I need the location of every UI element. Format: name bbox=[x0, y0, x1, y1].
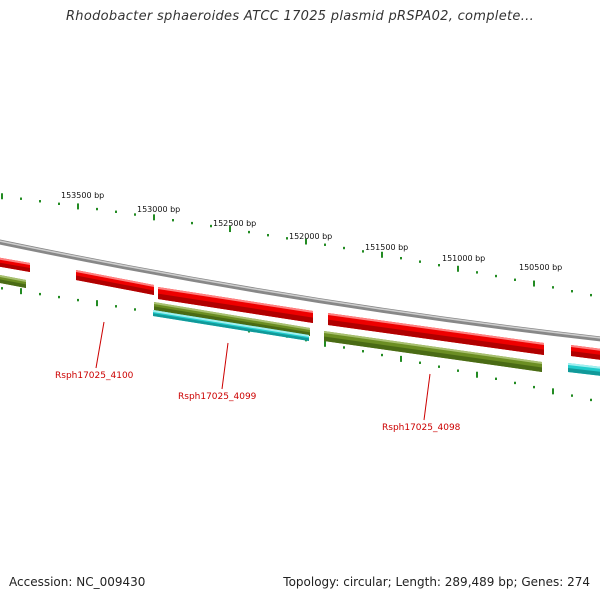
gene-label[interactable]: Rsph17025_4100 bbox=[55, 371, 134, 381]
gene-forward[interactable] bbox=[76, 270, 154, 295]
backbone-arc bbox=[0, 239, 600, 342]
scale-tick-label: 152000 bp bbox=[289, 232, 332, 241]
scale-tick-label: 151000 bp bbox=[442, 254, 485, 263]
gene-rna[interactable] bbox=[568, 363, 600, 377]
gene-forward[interactable] bbox=[158, 287, 313, 323]
accession-label: Accession: NC_009430 bbox=[9, 575, 146, 589]
gene-forward[interactable] bbox=[0, 256, 30, 272]
gene-callout-line bbox=[95, 321, 105, 369]
scale-tick-label: 150500 bp bbox=[519, 263, 562, 272]
gene-forward[interactable] bbox=[328, 313, 544, 355]
gene-forward[interactable] bbox=[571, 345, 600, 361]
gene-track bbox=[0, 256, 600, 377]
scale-tick-label: 151500 bp bbox=[365, 243, 408, 252]
gene-reverse[interactable] bbox=[324, 331, 542, 372]
gene-label[interactable]: Rsph17025_4098 bbox=[382, 423, 461, 433]
gene-callout-line bbox=[423, 373, 431, 421]
topology-info: Topology: circular; Length: 289,489 bp; … bbox=[283, 575, 590, 589]
scale-tick-label: 152500 bp bbox=[213, 219, 256, 228]
scale-tick-label: 153500 bp bbox=[61, 191, 104, 200]
map-title: Rhodobacter sphaeroides ATCC 17025 plasm… bbox=[65, 9, 535, 24]
gene-label[interactable]: Rsph17025_4099 bbox=[178, 392, 257, 402]
outer-scale-ticks bbox=[1, 193, 592, 297]
gene-reverse[interactable] bbox=[154, 302, 310, 336]
gene-rna[interactable] bbox=[153, 310, 309, 341]
scale-tick-label: 153000 bp bbox=[137, 205, 180, 214]
gene-callout-line bbox=[221, 342, 229, 390]
backbone-arc-highlight bbox=[0, 240, 600, 339]
gene-reverse[interactable] bbox=[0, 273, 26, 288]
